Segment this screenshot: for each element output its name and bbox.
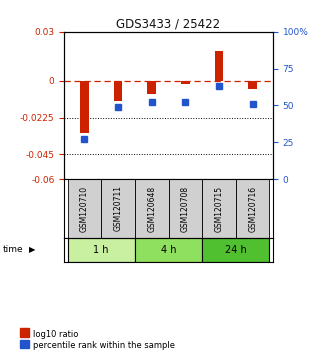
- Title: GDS3433 / 25422: GDS3433 / 25422: [117, 18, 221, 31]
- Bar: [67, 238, 135, 262]
- Bar: [135, 238, 202, 262]
- Text: GSM120708: GSM120708: [181, 185, 190, 232]
- Bar: [248, 81, 257, 89]
- Text: 24 h: 24 h: [225, 245, 247, 255]
- Bar: [67, 179, 101, 238]
- Text: ▶: ▶: [29, 245, 35, 255]
- Bar: [202, 179, 236, 238]
- Text: GSM120710: GSM120710: [80, 185, 89, 232]
- Text: 1 h: 1 h: [93, 245, 109, 255]
- Text: GSM120648: GSM120648: [147, 185, 156, 232]
- Text: GSM120711: GSM120711: [114, 185, 123, 232]
- Bar: [202, 238, 270, 262]
- Bar: [101, 179, 135, 238]
- Bar: [135, 179, 169, 238]
- Text: GSM120715: GSM120715: [214, 185, 223, 232]
- Bar: [80, 81, 89, 133]
- Legend: log10 ratio, percentile rank within the sample: log10 ratio, percentile rank within the …: [20, 330, 175, 350]
- Bar: [147, 81, 156, 94]
- Bar: [114, 81, 122, 101]
- Text: 4 h: 4 h: [161, 245, 176, 255]
- Bar: [215, 51, 223, 81]
- Bar: [181, 81, 190, 84]
- Bar: [236, 179, 270, 238]
- Text: GSM120716: GSM120716: [248, 185, 257, 232]
- Text: time: time: [3, 245, 24, 255]
- Bar: [169, 179, 202, 238]
